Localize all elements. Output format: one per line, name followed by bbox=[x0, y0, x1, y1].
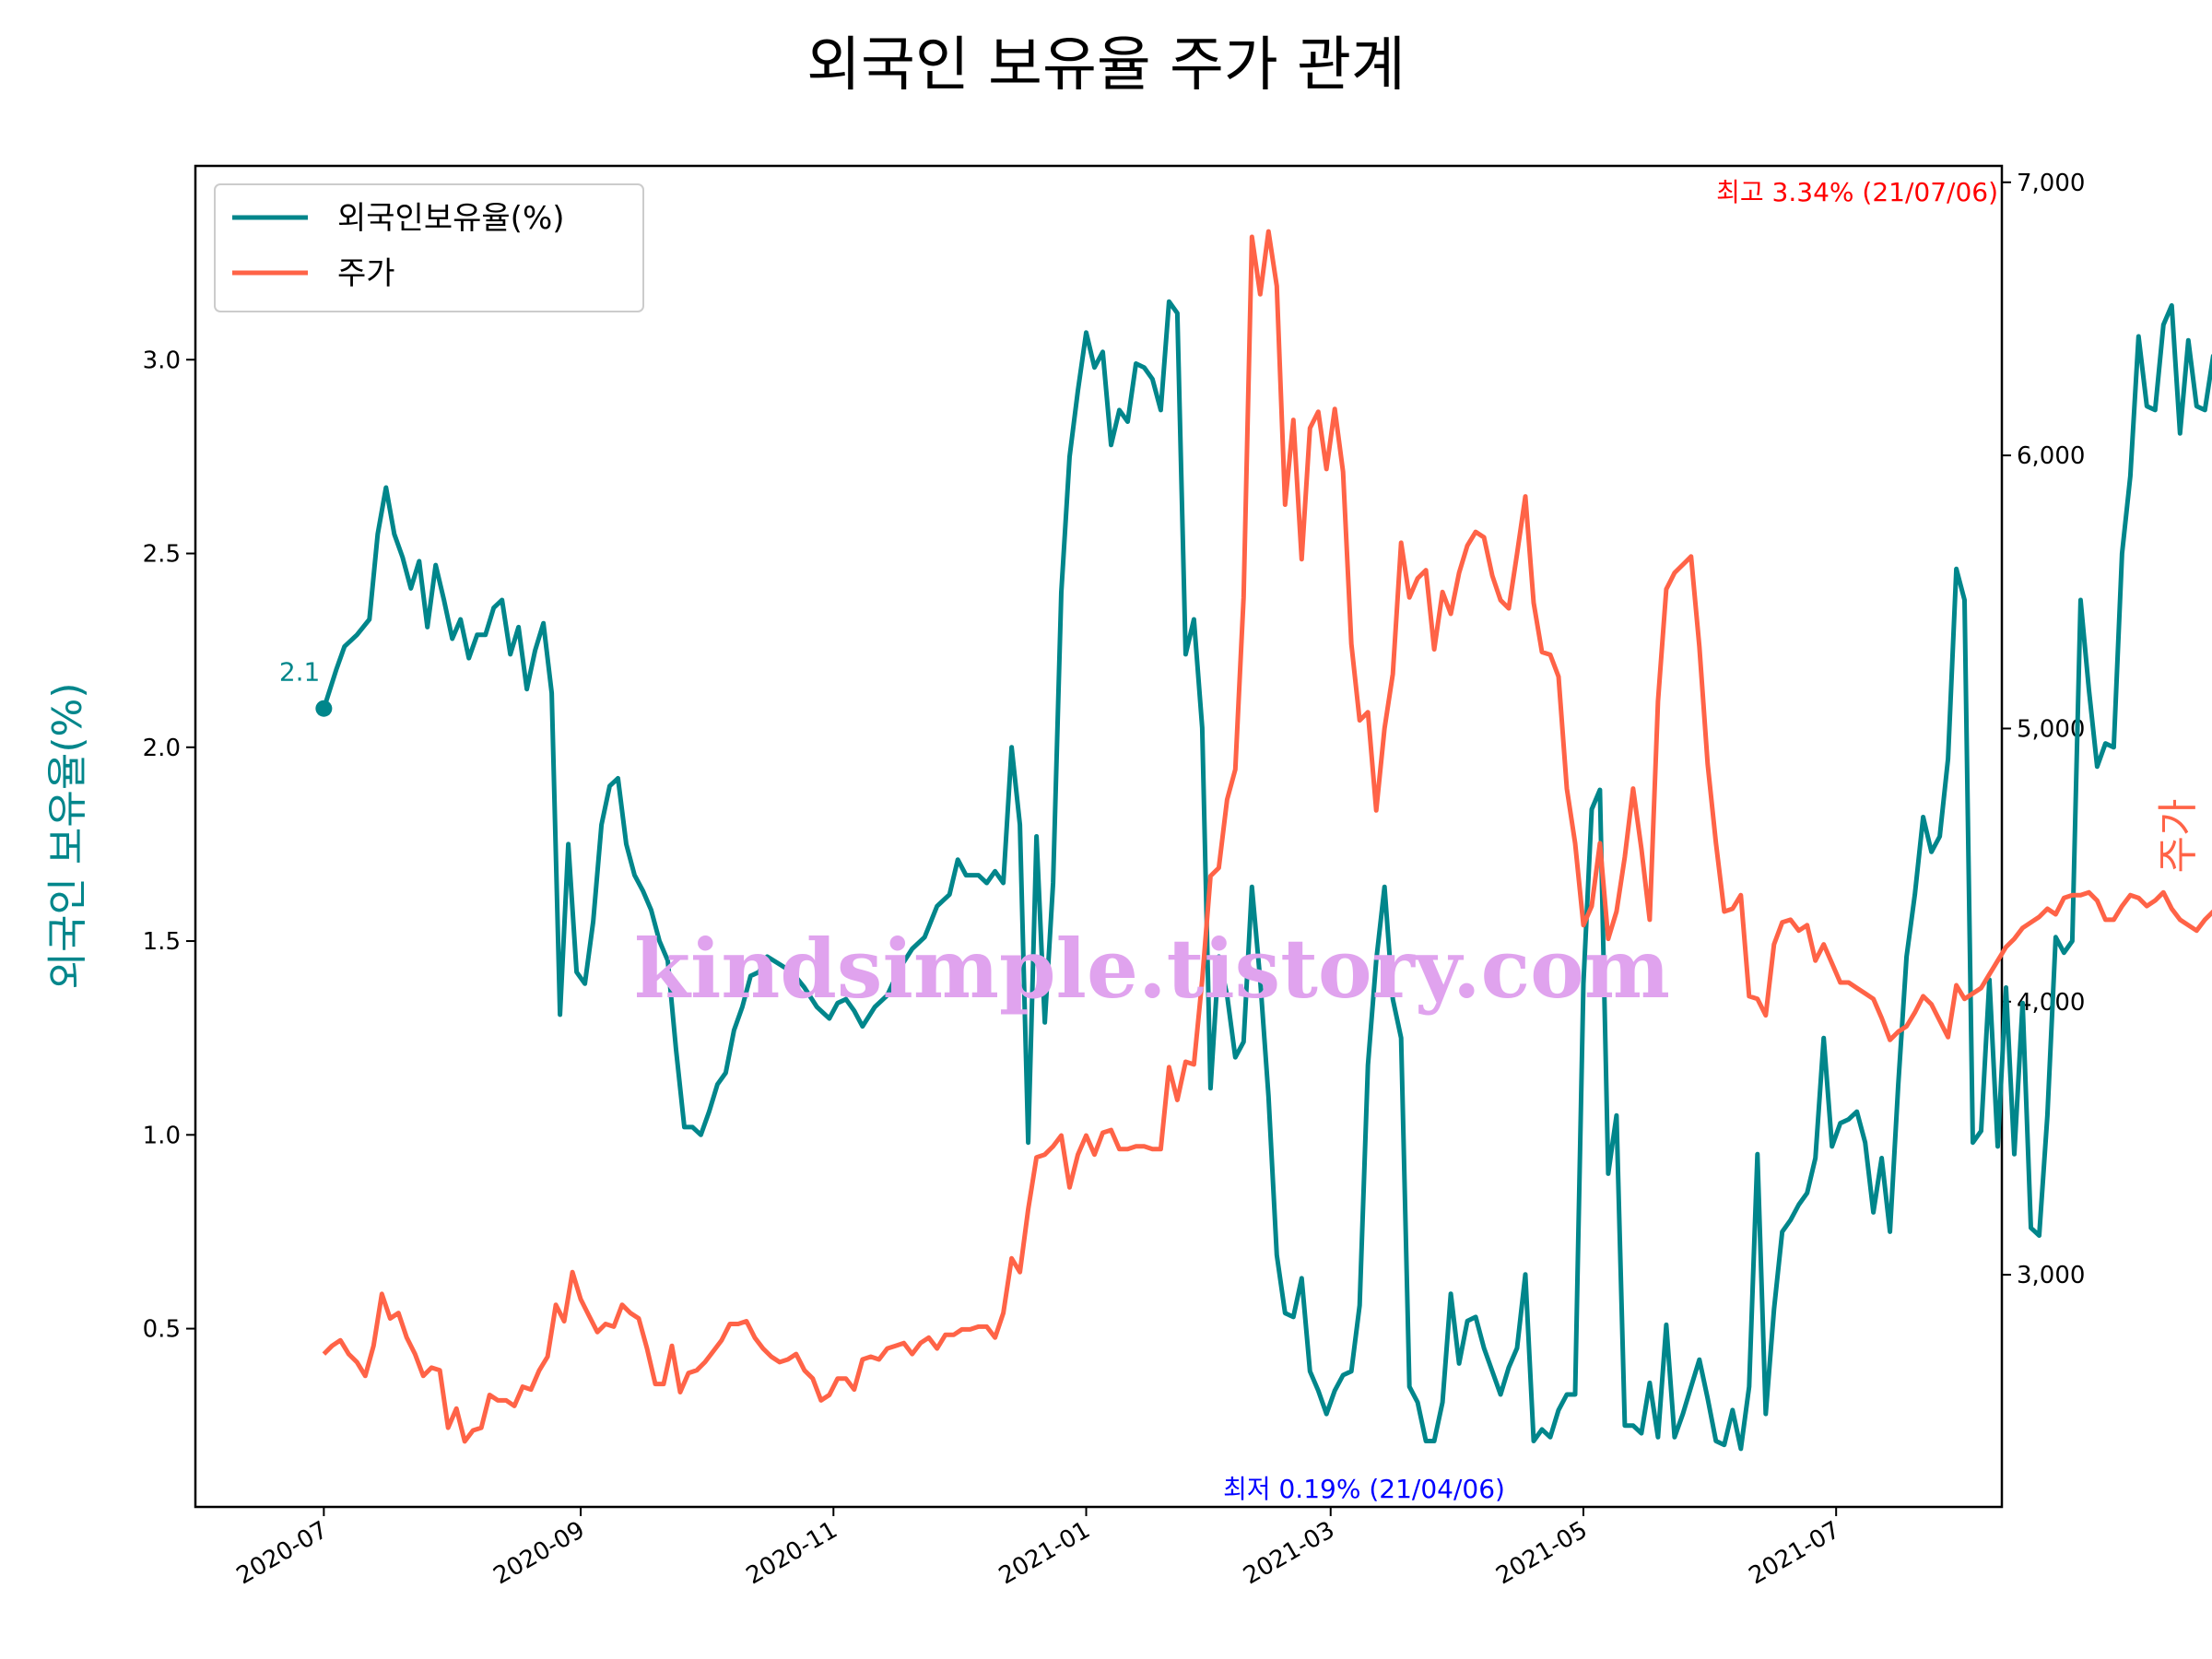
x-tick-label: 2020-09 bbox=[488, 1516, 589, 1590]
right-y-axis-label: 주가 bbox=[2155, 799, 2202, 874]
x-tick-label: 2020-07 bbox=[232, 1516, 333, 1590]
x-tick-label: 2021-01 bbox=[994, 1516, 1095, 1590]
x-tick-label: 2021-07 bbox=[1745, 1516, 1845, 1590]
right-y-tick-label: 7,000 bbox=[2017, 170, 2085, 197]
right-y-tick-label: 6,000 bbox=[2017, 442, 2085, 470]
left-y-tick-label: 2.5 bbox=[143, 541, 181, 569]
foreign-ownership-line bbox=[322, 299, 2212, 1452]
x-tick-label: 2020-11 bbox=[742, 1516, 842, 1590]
x-tick-label: 2021-03 bbox=[1239, 1516, 1339, 1590]
right-y-tick-label: 3,000 bbox=[2017, 1262, 2085, 1289]
left-y-tick-label: 1.0 bbox=[143, 1122, 181, 1149]
legend: 외국인보유율(%) 주가 bbox=[214, 183, 644, 312]
min-value-annotation: 최저 0.19% (21/04/06) bbox=[1223, 1474, 1505, 1504]
legend-box bbox=[214, 183, 644, 312]
x-tick-label: 2021-05 bbox=[1491, 1516, 1592, 1590]
left-y-axis-label: 외국인 보유율(%) bbox=[44, 682, 91, 989]
left-y-tick-label: 3.0 bbox=[143, 347, 181, 374]
watermark-text: kindsimple.tistory.com bbox=[634, 921, 1670, 1017]
plot-frame bbox=[194, 164, 2004, 1509]
chart-title: 외국인 보유율 주가 관계 bbox=[806, 31, 1406, 100]
left-y-tick-label: 0.5 bbox=[143, 1316, 181, 1344]
left-y-axis: 0.5 1.0 1.5 2.0 2.5 3.0 bbox=[143, 347, 195, 1344]
legend-label-foreign-ratio: 외국인보유율(%) bbox=[337, 200, 565, 237]
start-value-label: 2.1 bbox=[279, 657, 321, 688]
right-y-tick-label: 5,000 bbox=[2017, 715, 2085, 743]
left-y-tick-label: 1.5 bbox=[143, 928, 181, 956]
left-y-tick-label: 2.0 bbox=[143, 735, 181, 762]
start-point-marker bbox=[315, 700, 333, 717]
legend-label-price: 주가 bbox=[337, 255, 395, 292]
max-value-annotation: 최고 3.34% (21/07/06) bbox=[1716, 177, 1998, 207]
x-axis: 2020-07 2020-09 2020-11 2021-01 2021-03 2021-… bbox=[232, 1507, 1845, 1590]
stock-price-line bbox=[322, 229, 2212, 1444]
